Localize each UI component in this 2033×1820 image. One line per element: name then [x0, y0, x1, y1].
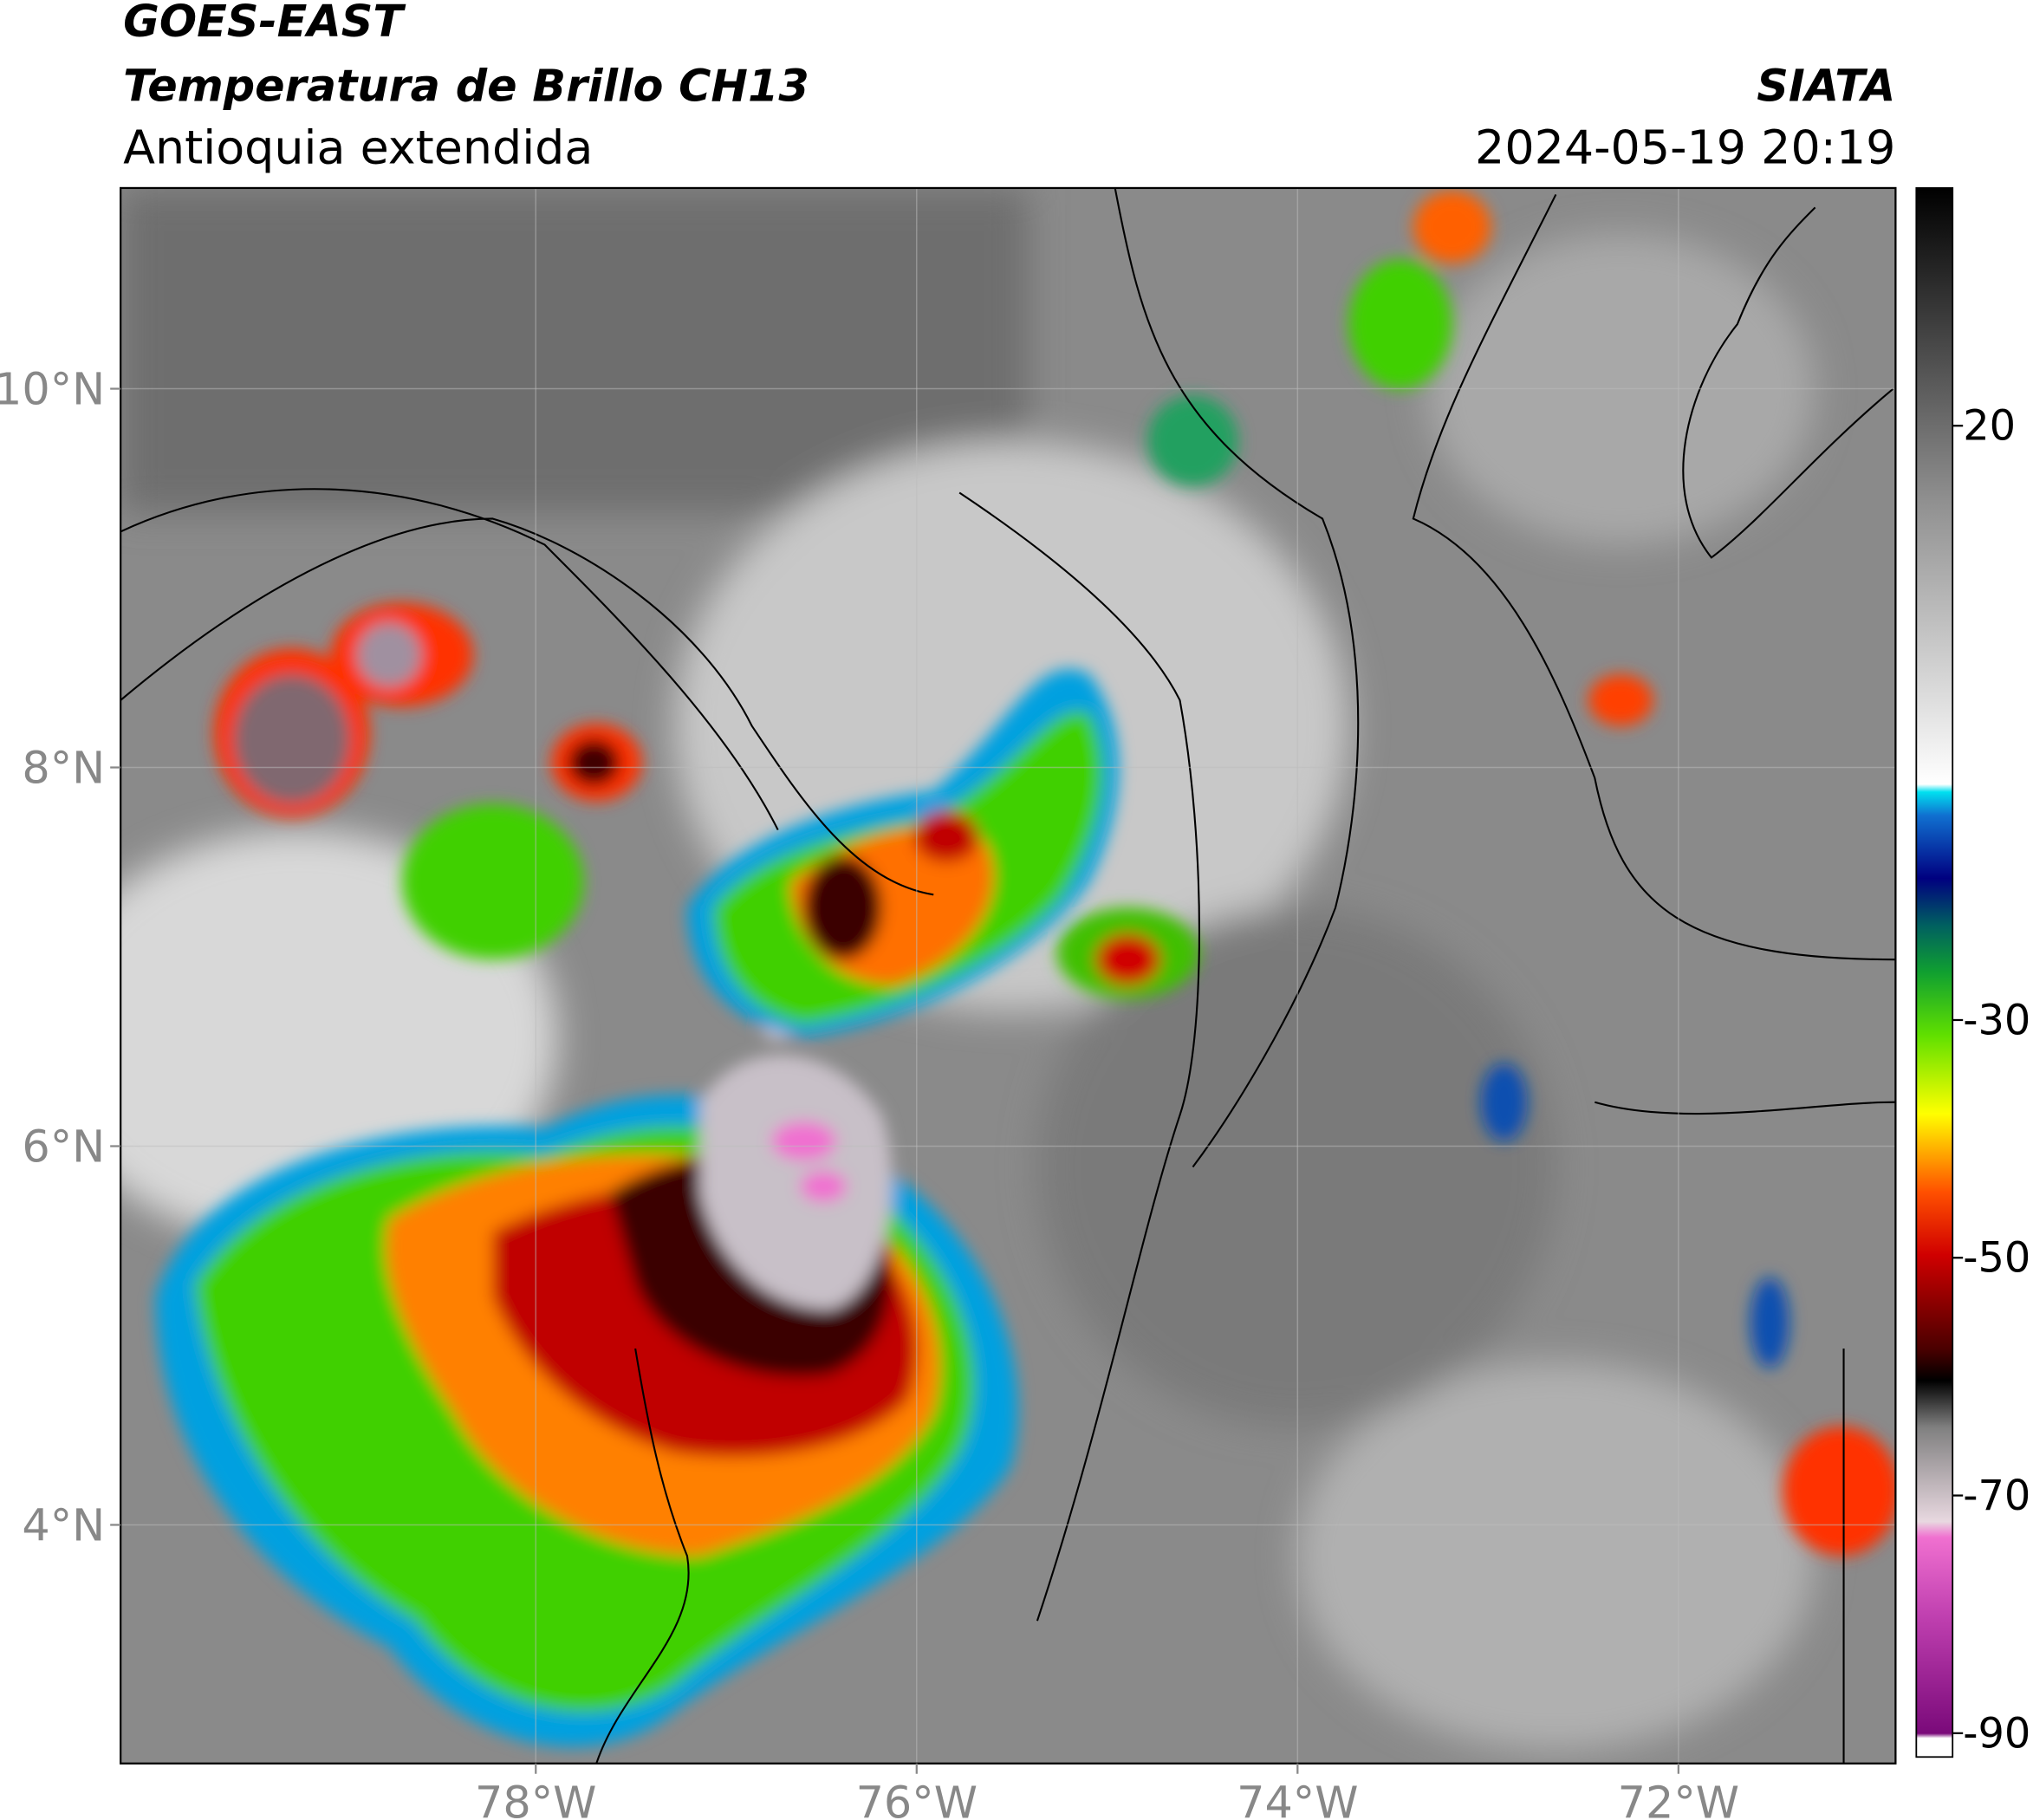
- colorbar-tick-label: -30: [1963, 997, 2030, 1044]
- datetime-label: 2024-05-19 20:19: [1475, 120, 1895, 175]
- x-tick-label: 76°W: [856, 1778, 978, 1820]
- region-subtitle: Antioquia extendida: [123, 120, 593, 175]
- satellite-title: GOES-EAST: [123, 0, 406, 47]
- x-tick-label: 74°W: [1237, 1778, 1358, 1820]
- y-tick-label: 4°N: [22, 1499, 105, 1550]
- gridlines: [120, 187, 1896, 1764]
- x-tick-label: 78°W: [475, 1778, 596, 1820]
- satellite-image: [120, 187, 1896, 1764]
- y-tick-label: 10°N: [0, 363, 105, 414]
- product-title: Temperatura de Brillo CH13: [123, 61, 809, 112]
- x-tick-label: 72°W: [1618, 1778, 1739, 1820]
- source-label: SIATA: [1757, 61, 1895, 112]
- map-frame: [120, 186, 1897, 1765]
- y-tick-label: 8°N: [22, 742, 105, 793]
- y-tick-label: 6°N: [22, 1121, 105, 1172]
- colorbar-tick-label: 20: [1963, 403, 2016, 451]
- colorbar-tick-label: -90: [1963, 1710, 2030, 1758]
- colorbar-tick-label: -70: [1963, 1472, 2030, 1520]
- colorbar-tick-label: -50: [1963, 1235, 2030, 1283]
- colorbar: [1915, 187, 1954, 1758]
